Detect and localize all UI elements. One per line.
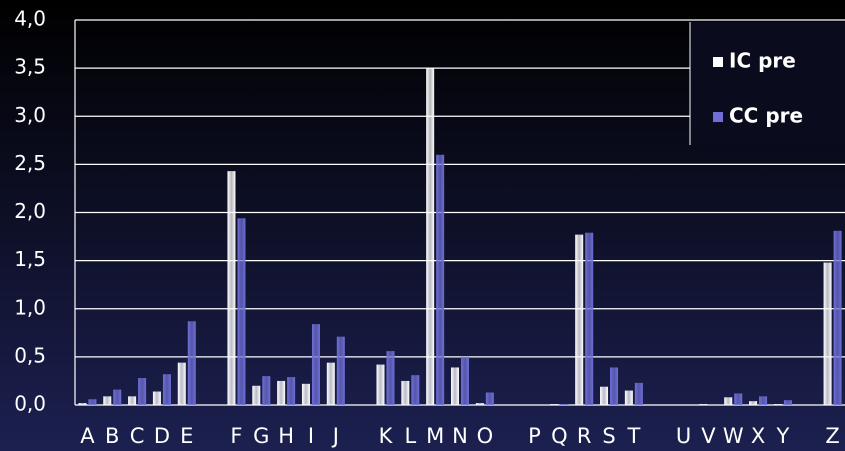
bar xyxy=(634,382,643,405)
bar xyxy=(88,399,97,405)
bar xyxy=(128,396,137,405)
y-tick-label: 3,0 xyxy=(14,103,46,127)
bar xyxy=(426,68,435,405)
bar xyxy=(699,404,708,405)
bar xyxy=(386,351,395,405)
bar xyxy=(376,364,385,405)
bar xyxy=(262,376,271,405)
bar xyxy=(724,397,733,405)
bar xyxy=(138,378,147,405)
bar xyxy=(336,336,345,405)
bar xyxy=(461,356,469,405)
bar xyxy=(734,393,743,405)
bar xyxy=(749,401,758,405)
bar xyxy=(162,374,171,405)
bar xyxy=(833,230,842,405)
y-tick-label: 2,0 xyxy=(14,199,46,223)
y-tick-label: 1,5 xyxy=(14,247,46,271)
x-tick-label: U xyxy=(676,424,691,448)
x-tick-label: T xyxy=(626,424,640,448)
bar xyxy=(252,385,261,405)
bar xyxy=(585,232,594,405)
bar xyxy=(152,391,161,405)
bar xyxy=(451,367,459,405)
legend-label: CC pre xyxy=(729,104,803,128)
bar xyxy=(610,367,619,405)
bar xyxy=(301,383,310,405)
y-tick-label: 0,5 xyxy=(14,343,46,367)
bar xyxy=(475,403,484,405)
bar xyxy=(411,375,420,405)
x-tick-label: I xyxy=(308,424,314,448)
x-tick-label: B xyxy=(105,424,119,448)
x-tick-label: C xyxy=(130,424,145,448)
bar xyxy=(783,400,792,405)
x-tick-label: O xyxy=(477,424,494,448)
bar xyxy=(287,377,296,405)
legend-swatch xyxy=(713,57,723,67)
bar xyxy=(550,404,559,405)
x-tick-label: K xyxy=(379,424,394,448)
x-tick-label: D xyxy=(154,424,170,448)
legend-label: IC pre xyxy=(729,49,796,73)
bar xyxy=(187,321,196,405)
legend-swatch xyxy=(713,112,723,122)
x-tick-label: Y xyxy=(775,424,789,448)
bar xyxy=(759,396,768,405)
y-tick-label: 4,0 xyxy=(14,7,46,31)
x-tick-label: G xyxy=(253,424,269,448)
legend-box xyxy=(690,22,845,145)
x-tick-label: X xyxy=(751,424,765,448)
x-tick-label: Z xyxy=(825,424,839,448)
y-tick-label: 1,0 xyxy=(14,295,46,319)
bar xyxy=(773,404,782,405)
bar xyxy=(485,392,494,405)
bar xyxy=(560,404,569,405)
x-tick-label: F xyxy=(230,424,242,448)
y-tick-label: 0,0 xyxy=(14,392,46,416)
x-tick-label: N xyxy=(452,424,468,448)
bar xyxy=(401,380,410,405)
x-tick-label: S xyxy=(602,424,615,448)
bar xyxy=(277,380,286,405)
bar xyxy=(436,154,445,405)
x-tick-label: Q xyxy=(551,424,568,448)
bar xyxy=(177,362,186,405)
bar xyxy=(103,396,112,405)
x-tick-label: M xyxy=(426,424,444,448)
x-tick-label: A xyxy=(80,424,95,448)
bar xyxy=(311,324,320,405)
x-tick-label: E xyxy=(180,424,193,448)
x-tick-label: H xyxy=(278,424,294,448)
y-tick-label: 2,5 xyxy=(14,151,46,175)
x-tick-label: P xyxy=(528,424,541,448)
bar xyxy=(326,362,335,405)
bar xyxy=(624,390,633,405)
x-tick-label: J xyxy=(331,424,339,448)
bar xyxy=(575,234,584,405)
bar xyxy=(227,171,236,405)
x-tick-label: R xyxy=(577,424,592,448)
bar xyxy=(78,403,87,405)
bar xyxy=(823,262,832,405)
bar xyxy=(237,218,246,405)
x-tick-label: L xyxy=(404,424,416,448)
y-tick-label: 3,5 xyxy=(14,55,46,79)
bar xyxy=(113,389,122,405)
x-tick-label: V xyxy=(701,424,716,448)
bar xyxy=(600,386,609,405)
x-tick-label: W xyxy=(723,424,744,448)
